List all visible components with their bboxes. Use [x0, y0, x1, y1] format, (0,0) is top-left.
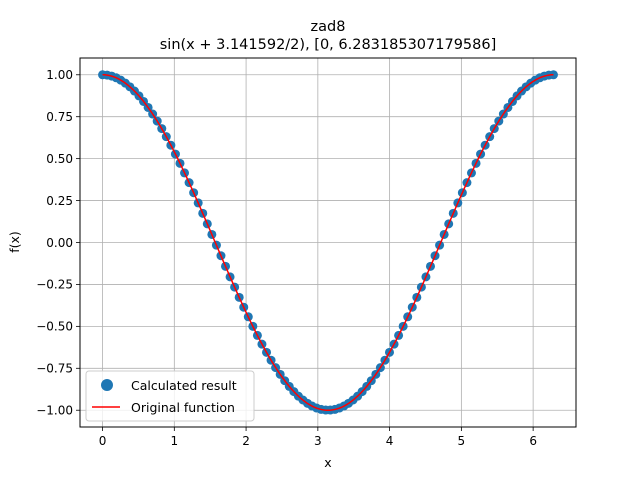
- y-axis-label: f(x): [7, 231, 22, 253]
- x-tick-label: 5: [458, 434, 466, 448]
- y-tick-label: 0.50: [46, 152, 73, 166]
- x-tick-label: 2: [242, 434, 250, 448]
- x-axis-ticks: 0 1 2 3 4 5 6: [99, 427, 537, 448]
- legend-marker-calculated-result: [101, 379, 113, 391]
- x-tick-label: 0: [99, 434, 107, 448]
- legend: Calculated result Original function: [85, 370, 255, 422]
- y-tick-label: 0.75: [46, 110, 73, 124]
- chart-title: zad8: [311, 19, 346, 35]
- y-axis-ticks: 1.00 0.75 0.50 0.25 0.00 −0.25 −0.50 −0.75 −1.00: [36, 68, 80, 418]
- original-function-path: [102, 74, 554, 411]
- legend-box: [85, 370, 255, 422]
- legend-label-calculated-result: Calculated result: [131, 378, 237, 393]
- original-function-line: [102, 74, 554, 411]
- chart-subtitle: sin(x + 3.141592/2), [0, 6.2831853071795…: [160, 37, 497, 53]
- x-axis-label: x: [324, 455, 331, 470]
- x-tick-label: 3: [314, 434, 322, 448]
- y-tick-label: −0.50: [36, 320, 73, 334]
- y-tick-label: 1.00: [46, 68, 73, 82]
- legend-label-original-function: Original function: [131, 400, 235, 415]
- grid-lines: [80, 58, 576, 427]
- x-tick-label: 6: [529, 434, 537, 448]
- x-tick-label: 1: [170, 434, 178, 448]
- y-tick-label: 0.25: [46, 194, 73, 208]
- y-tick-label: 0.00: [46, 236, 73, 250]
- y-tick-label: −0.25: [36, 278, 73, 292]
- y-tick-label: −0.75: [36, 362, 73, 376]
- x-tick-label: 4: [386, 434, 394, 448]
- y-tick-label: −1.00: [36, 404, 73, 418]
